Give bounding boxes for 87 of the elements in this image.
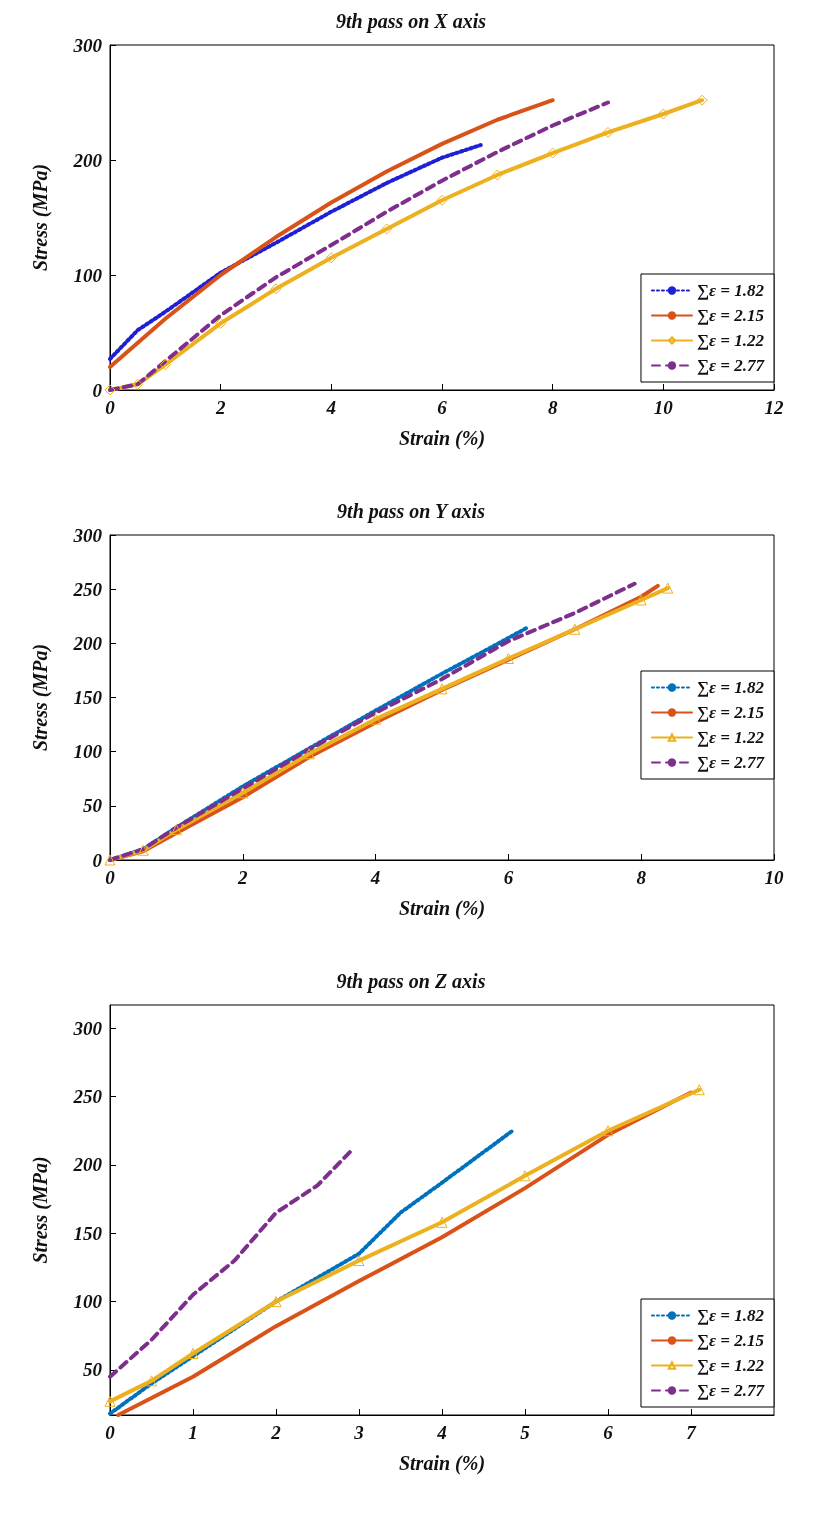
legend-label: ∑ε = 1.22 [696, 331, 765, 350]
x-tick-label: 0 [105, 397, 116, 418]
x-tick-label: 8 [547, 397, 558, 418]
chart-title: 9th pass on X axis [335, 10, 487, 33]
point [519, 1170, 531, 1182]
line-series [108, 98, 555, 369]
x-tick-label: 2 [270, 1422, 282, 1443]
legend-label: ∑ε = 2.77 [696, 753, 766, 772]
point [237, 787, 249, 799]
point [693, 1084, 705, 1096]
y-tick-label: 100 [73, 1291, 103, 1313]
y-tick-label: 50 [83, 1359, 103, 1381]
x-tick-label: 0 [105, 1422, 116, 1443]
y-tick-label: 250 [72, 1086, 103, 1108]
x-axis-title: Strain (%) [398, 427, 486, 450]
y-axis-title: Stress (MPa) [29, 163, 52, 272]
legend-label: ∑ε = 2.15 [696, 306, 765, 325]
chart-title: 9th pass on Z axis [336, 970, 486, 993]
point [696, 94, 708, 106]
point [569, 623, 581, 635]
legend-label: ∑ε = 1.22 [696, 1356, 765, 1375]
y-axis-title: Stress (MPa) [29, 1156, 52, 1264]
x-tick-label: 4 [325, 397, 337, 418]
y-tick-label: 200 [72, 149, 103, 171]
y-tick-label: 150 [73, 687, 103, 708]
x-tick-label: 0 [105, 867, 116, 888]
point [146, 1375, 157, 1387]
y-tick-label: 0 [92, 379, 103, 401]
line-series [108, 143, 483, 361]
x-tick-label: 12 [764, 397, 784, 418]
x-tick-label: 1 [188, 1422, 198, 1443]
y-tick-label: 100 [73, 264, 103, 286]
point [104, 1395, 116, 1407]
legend-label: ∑ε = 1.22 [696, 728, 765, 747]
y-tick-label: 100 [73, 741, 103, 763]
point [353, 1255, 365, 1267]
point [436, 194, 448, 206]
point [325, 252, 337, 264]
legend-label: ∑ε = 2.15 [696, 1331, 765, 1350]
x-axis-title: Strain (%) [398, 1452, 486, 1475]
x-tick-label: 4 [369, 867, 381, 888]
point [132, 378, 144, 390]
y-tick-label: 250 [72, 578, 103, 600]
point [270, 1296, 282, 1308]
y-tick-label: 300 [72, 524, 103, 546]
y-tick-label: 50 [83, 795, 103, 817]
point [370, 713, 382, 725]
line-series [108, 1128, 515, 1416]
legend-label: ∑ε = 2.77 [696, 356, 766, 375]
point [137, 844, 149, 856]
x-tick-label: 6 [603, 1422, 614, 1443]
x-tick-label: 3 [353, 1422, 364, 1443]
point [635, 594, 647, 606]
line-series [108, 1149, 353, 1379]
y-axis-title: Stress (MPa) [29, 643, 52, 752]
legend-label: ∑ε = 2.77 [696, 1381, 766, 1400]
y-tick-label: 150 [73, 1222, 103, 1244]
y-tick-label: 0 [92, 849, 103, 871]
point [436, 1216, 448, 1228]
legend-label: ∑ε = 2.15 [696, 703, 765, 722]
y-tick-label: 200 [72, 1154, 103, 1176]
y-tick-label: 200 [72, 632, 103, 654]
x-tick-label: 6 [503, 867, 514, 888]
point [491, 169, 503, 181]
legend-label: ∑ε = 1.82 [696, 281, 765, 300]
point [502, 653, 514, 664]
point [662, 582, 674, 594]
point [104, 854, 116, 866]
x-tick-label: 2 [237, 867, 249, 888]
x-tick-label: 2 [214, 397, 226, 418]
y-tick-label: 300 [72, 1017, 103, 1039]
x-tick-label: 4 [436, 1422, 447, 1443]
chart-title: 9th pass on Y axis [337, 500, 486, 523]
legend-label: ∑ε = 1.82 [696, 678, 765, 697]
point [303, 748, 315, 760]
x-tick-label: 10 [653, 397, 674, 418]
x-axis-title: Strain (%) [398, 897, 486, 920]
x-tick-label: 6 [437, 397, 448, 418]
point [170, 824, 182, 836]
x-tick-label: 7 [686, 1422, 698, 1443]
x-tick-label: 5 [520, 1422, 531, 1443]
point [436, 683, 448, 695]
point [602, 1125, 614, 1137]
x-tick-label: 8 [636, 867, 647, 888]
y-tick-label: 300 [72, 34, 103, 56]
legend-label: ∑ε = 1.82 [696, 1306, 765, 1325]
x-tick-label: 10 [764, 867, 784, 888]
